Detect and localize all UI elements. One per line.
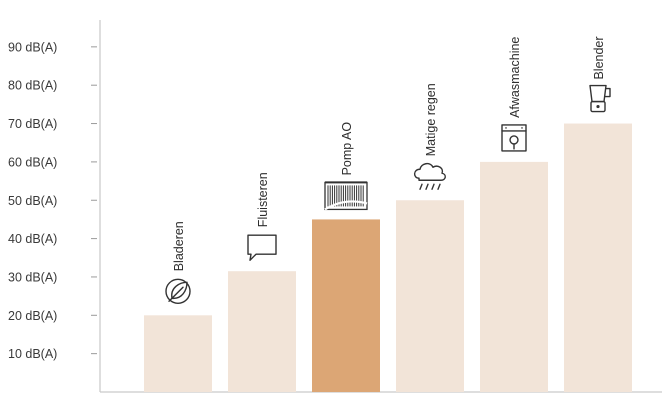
- y-tick-label: 70 dB(A): [8, 117, 57, 131]
- bar-afwasmachine: [480, 161, 548, 392]
- bar-matige-regen: [396, 200, 464, 392]
- speech-bubble-icon: [247, 234, 277, 261]
- blender-icon: [589, 84, 611, 113]
- y-tick-label: 20 dB(A): [8, 309, 57, 323]
- axis-layer: 10 dB(A) 20 dB(A) 30 dB(A) 40 dB(A) 50 dB(A)…: [8, 20, 662, 393]
- category-label: Blender: [592, 36, 606, 79]
- label-layer: Bladeren Fluisteren Pomp AO Matige regen Afw…: [172, 36, 606, 271]
- y-tick-label: 80 dB(A): [8, 79, 57, 93]
- bar-bladeren: [144, 315, 212, 392]
- dishwasher-icon: [501, 124, 527, 152]
- pump-unit-icon: [324, 181, 368, 211]
- category-label: Fluisteren: [256, 172, 270, 227]
- bar-blender: [564, 123, 632, 393]
- bar-pomp-ao: [312, 219, 380, 392]
- icon-layer: [165, 84, 611, 304]
- y-tick-label: 50 dB(A): [8, 194, 57, 208]
- y-tick-label: 10 dB(A): [8, 347, 57, 361]
- bar-layer: [144, 123, 632, 393]
- category-label: Afwasmachine: [508, 37, 522, 118]
- y-tick-label: 90 dB(A): [8, 40, 57, 54]
- category-label: Pomp AO: [340, 122, 354, 176]
- category-label: Bladeren: [172, 221, 186, 271]
- bar-fluisteren: [228, 271, 296, 392]
- y-tick-label: 60 dB(A): [8, 155, 57, 169]
- rain-cloud-icon: [413, 162, 446, 190]
- y-tick-label: 40 dB(A): [8, 232, 57, 246]
- leaf-icon: [165, 278, 191, 304]
- category-label: Matige regen: [424, 83, 438, 156]
- y-tick-label: 30 dB(A): [8, 270, 57, 284]
